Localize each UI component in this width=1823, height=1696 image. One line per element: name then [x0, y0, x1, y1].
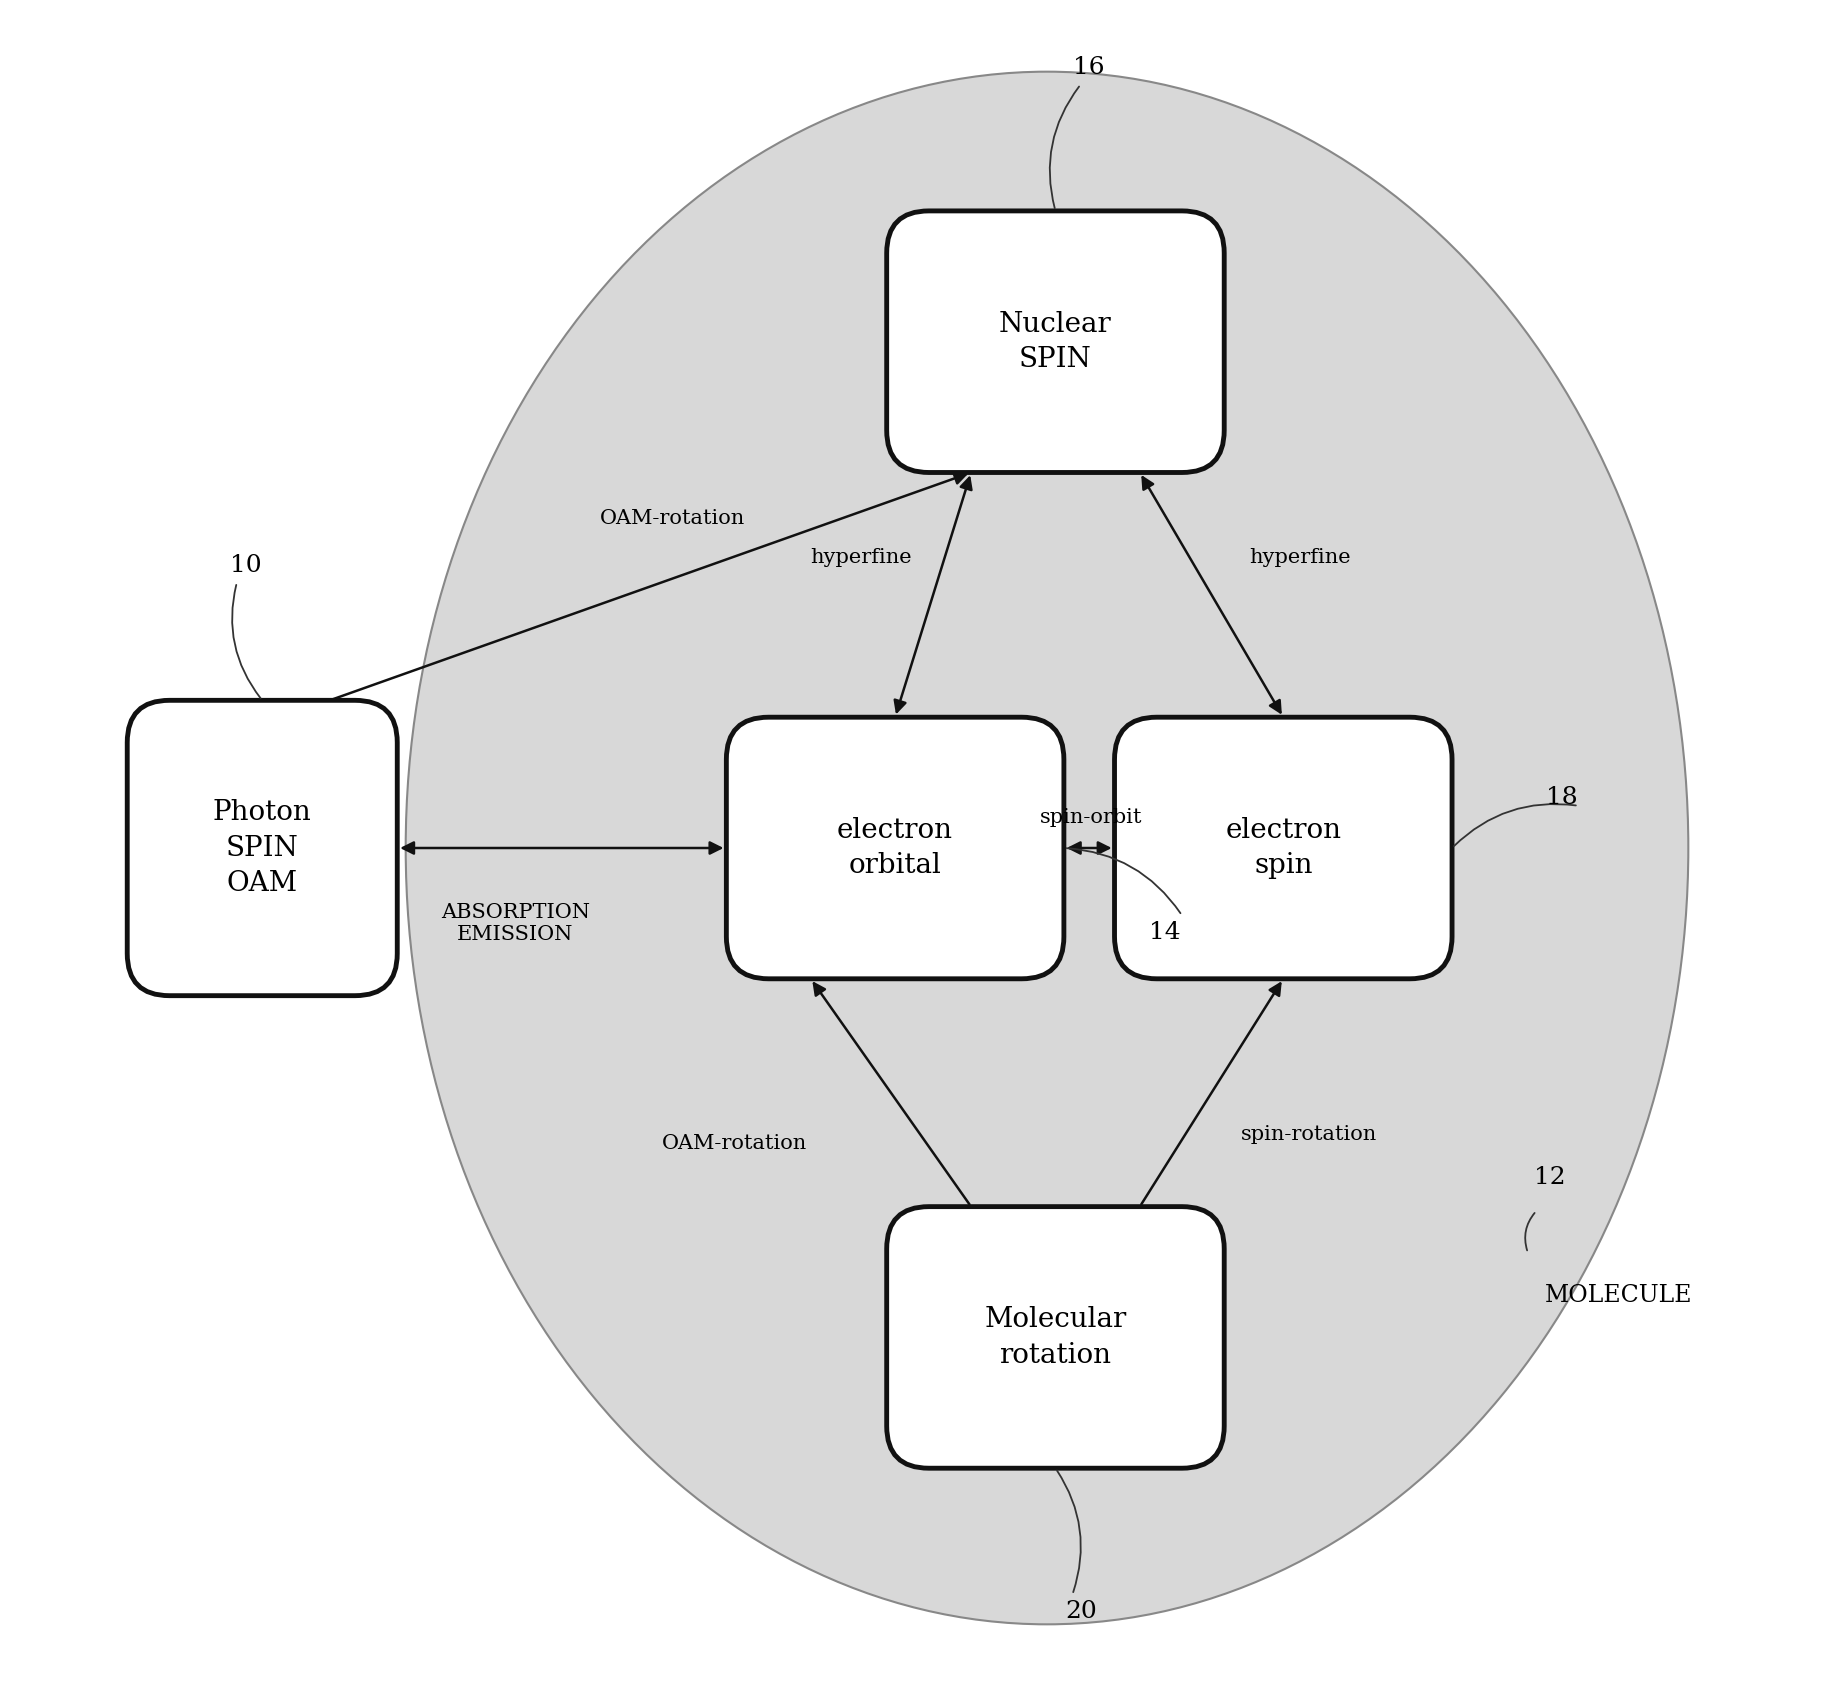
- FancyBboxPatch shape: [886, 1206, 1223, 1469]
- Text: 12: 12: [1533, 1165, 1564, 1189]
- Text: Photon
SPIN
OAM: Photon SPIN OAM: [213, 799, 312, 897]
- Text: spin-orbit: spin-orbit: [1039, 807, 1141, 828]
- Text: Nuclear
SPIN: Nuclear SPIN: [999, 310, 1112, 373]
- Text: OAM-rotation: OAM-rotation: [600, 509, 744, 529]
- FancyBboxPatch shape: [1114, 717, 1451, 979]
- Text: ABSORPTION
EMISSION: ABSORPTION EMISSION: [441, 904, 589, 945]
- Text: hyperfine: hyperfine: [809, 548, 912, 566]
- Text: electron
spin: electron spin: [1225, 817, 1340, 879]
- FancyBboxPatch shape: [128, 700, 397, 996]
- Ellipse shape: [405, 71, 1688, 1625]
- Text: Molecular
rotation: Molecular rotation: [984, 1306, 1127, 1369]
- Text: 18: 18: [1546, 785, 1577, 809]
- Text: MOLECULE: MOLECULE: [1544, 1284, 1692, 1306]
- Text: OAM-rotation: OAM-rotation: [662, 1135, 808, 1153]
- FancyBboxPatch shape: [726, 717, 1063, 979]
- Text: 14: 14: [1148, 921, 1179, 945]
- Text: 16: 16: [1072, 56, 1105, 80]
- Text: hyperfine: hyperfine: [1249, 548, 1351, 566]
- FancyBboxPatch shape: [886, 210, 1223, 473]
- Text: 10: 10: [230, 555, 261, 577]
- Text: 20: 20: [1065, 1599, 1096, 1623]
- Text: electron
orbital: electron orbital: [837, 817, 953, 879]
- Text: spin-rotation: spin-rotation: [1240, 1126, 1376, 1145]
